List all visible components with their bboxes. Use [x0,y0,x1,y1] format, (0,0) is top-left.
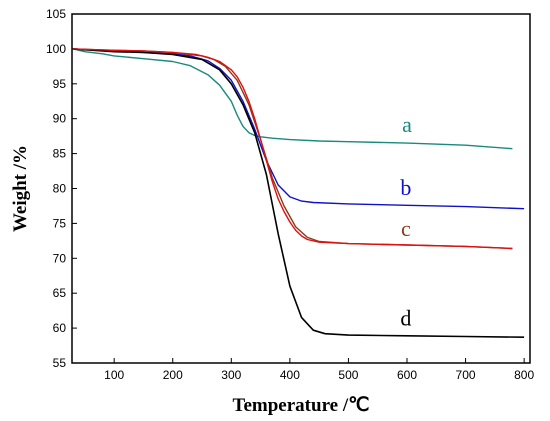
x-tick-label: 500 [338,368,358,382]
series-line-a [73,48,513,150]
y-tick-label: 85 [53,147,67,161]
axis-ticks: 100 200 300 400 500 600 700 800 55 60 65 70 75 80 85 90… [46,7,535,382]
series-lines [73,48,525,338]
plot-area: 100 200 300 400 500 600 700 800 55 60 65 70 75 80 85 90… [46,7,535,382]
y-tick-label: 90 [53,112,67,126]
series-line-c [73,48,513,250]
x-axis-title: Temperature /℃ [233,395,370,416]
series-label-b: b [400,175,411,200]
x-tick-label: 800 [514,368,534,382]
series-line-c-red [73,48,513,250]
x-tick-label: 700 [456,368,476,382]
y-tick-label: 60 [53,321,67,335]
y-axis-title: Weight /% [10,145,31,232]
series-line-b [73,48,525,210]
x-tick-label: 600 [397,368,417,382]
series-label-d: d [400,305,411,330]
y-tick-label: 70 [53,251,67,265]
series-line-d [73,48,525,338]
y-tick-label: 105 [46,7,66,21]
y-tick-label: 95 [53,77,67,91]
y-tick-label: 55 [53,356,67,370]
y-tick-label: 80 [53,182,67,196]
series-labels: a bc d [400,112,412,330]
y-tick-label: 100 [46,42,66,56]
x-tick-label: 400 [280,368,300,382]
series-label-a: a [402,112,412,137]
y-tick-label: 65 [53,286,67,300]
series-label-c: c [401,216,411,241]
plot-frame [71,13,531,364]
x-tick-label: 300 [221,368,241,382]
x-tick-label: 100 [104,368,124,382]
y-tick-label: 75 [53,216,67,230]
x-tick-label: 200 [163,368,183,382]
